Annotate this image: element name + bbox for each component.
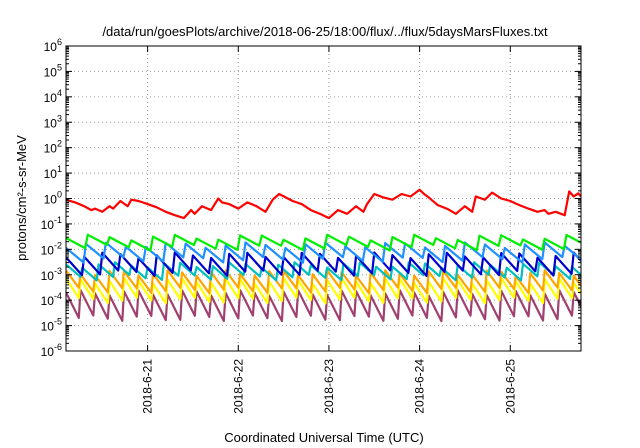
y-tick-label: 10-4 xyxy=(41,291,62,308)
y-tick-label: 106 xyxy=(44,37,62,54)
series-band-line xyxy=(66,261,581,282)
chart-title: /data/run/goesPlots/archive/2018-06-25/1… xyxy=(102,24,548,39)
x-axis-ticks: 2018-6-21 2018-6-22 2018-6-23 2018-6-24 2018… xyxy=(141,46,517,414)
y-tick-label: 10-6 xyxy=(41,342,62,359)
series-band-line xyxy=(66,241,581,264)
y-tick-label: 104 xyxy=(44,88,62,105)
x-tick-label: 2018-6-25 xyxy=(503,359,517,414)
series-layer xyxy=(66,188,581,323)
y-tick-label: 10-5 xyxy=(41,317,62,334)
series-band-line xyxy=(66,251,581,277)
y-axis-label: protons/cm²-s-sr-MeV xyxy=(14,135,29,261)
y-tick-label: 103 xyxy=(44,113,62,130)
series-band-line xyxy=(66,233,581,252)
x-tick-label: 2018-6-22 xyxy=(231,359,245,414)
y-tick-label: 101 xyxy=(44,164,62,181)
y-tick-label: 10-3 xyxy=(41,266,62,283)
grid xyxy=(66,45,581,352)
x-tick-label: 2018-6-24 xyxy=(413,359,427,414)
x-axis-label: Coordinated Universal Time (UTC) xyxy=(224,430,423,445)
y-axis-label-text: protons/cm²-s-sr-MeV xyxy=(14,135,29,261)
y-tick-label: 102 xyxy=(44,139,62,156)
y-axis-ticks: 10-6 10-5 10-4 10-3 10-2 10-1 100 101 102 103 104 1… xyxy=(41,37,581,359)
y-tick-label: 10-2 xyxy=(41,240,62,257)
series-band-line xyxy=(66,289,581,323)
series-line xyxy=(66,188,581,220)
x-tick-label: 2018-6-21 xyxy=(141,359,155,414)
x-tick-label: 2018-6-23 xyxy=(322,359,336,414)
y-tick-label: 105 xyxy=(44,62,62,79)
y-tick-label: 100 xyxy=(44,190,62,207)
series-band-line xyxy=(66,276,581,305)
y-tick-label: 10-1 xyxy=(41,215,62,232)
